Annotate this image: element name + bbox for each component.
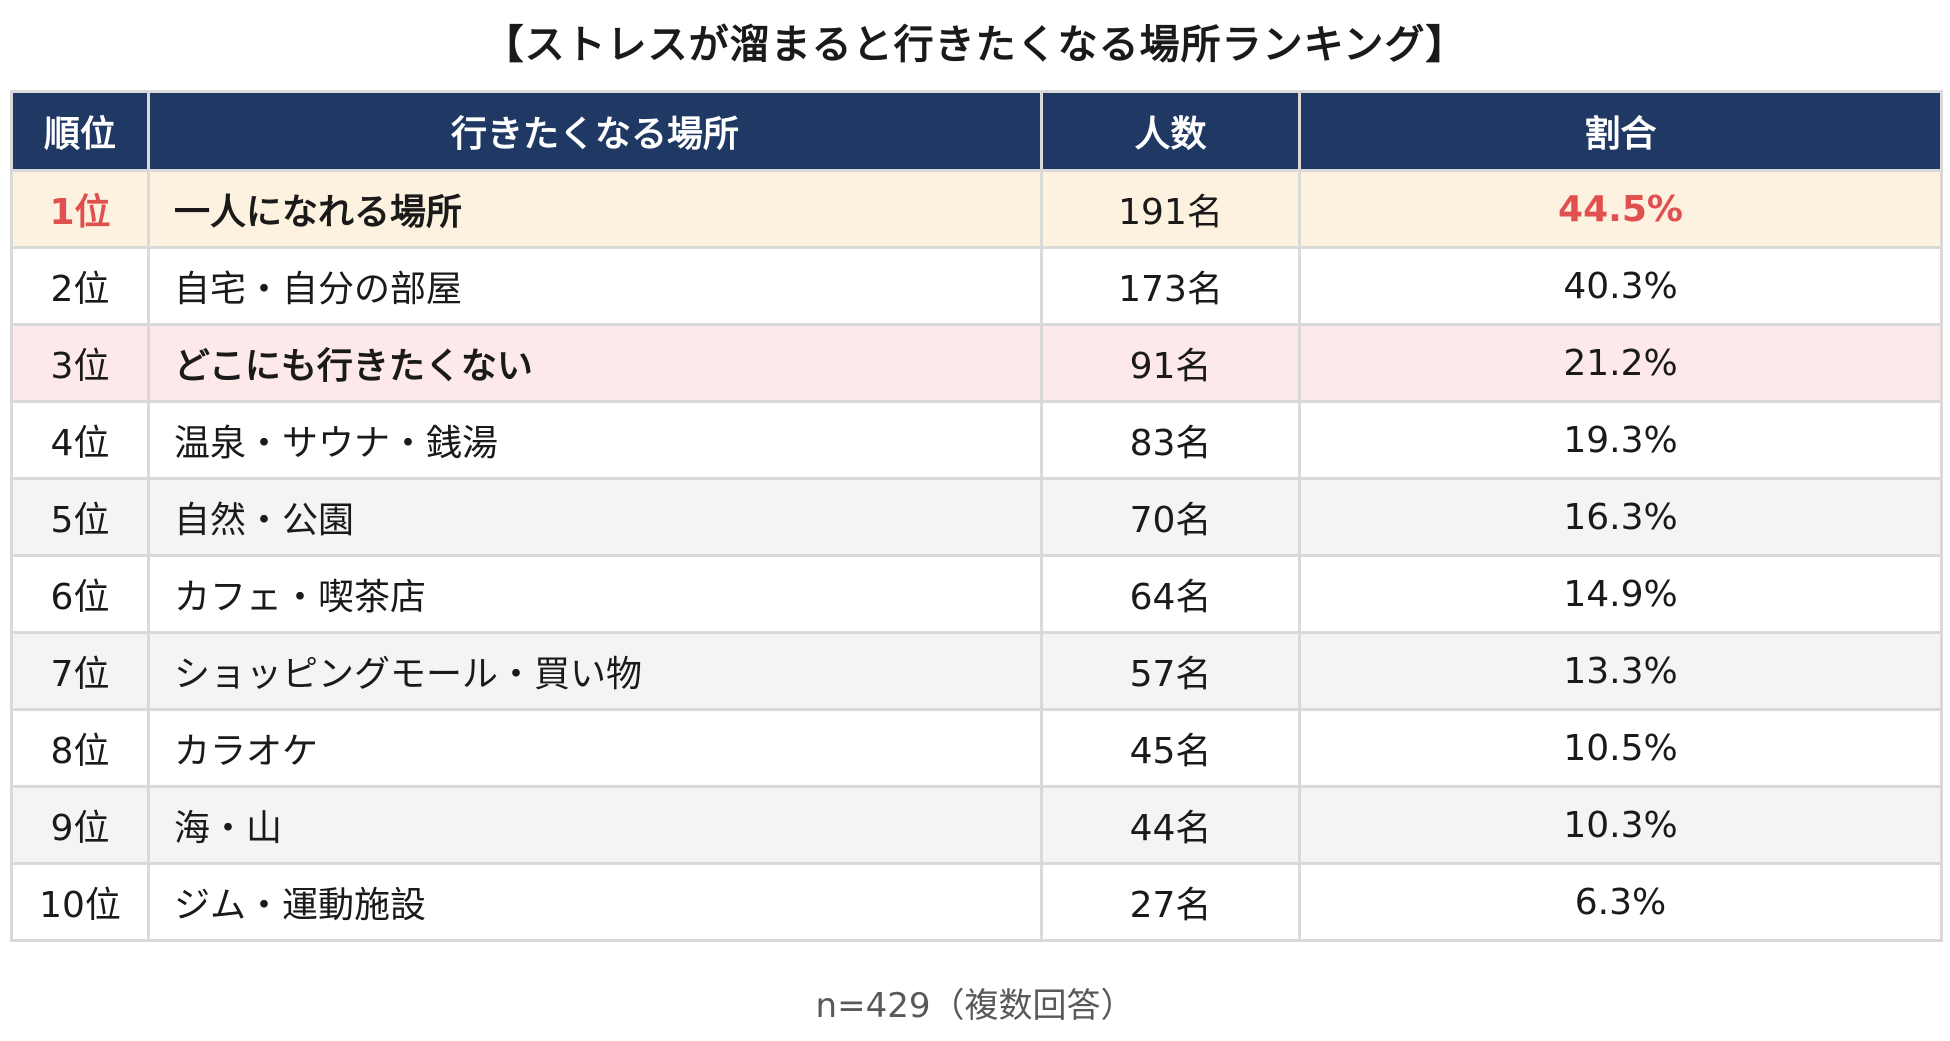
ratio-cell: 6.3%	[1298, 862, 1943, 942]
place-cell: カラオケ	[147, 708, 1043, 788]
place-cell: 自然・公園	[147, 477, 1043, 557]
ratio-cell: 10.5%	[1298, 708, 1943, 788]
count-cell: 44名	[1040, 785, 1301, 865]
rank-cell: 7位	[10, 631, 150, 711]
place-cell: ショッピングモール・買い物	[147, 631, 1043, 711]
table-row: 1位 一人になれる場所 191名 44.5%	[10, 169, 1943, 249]
table-header-row: 順位 行きたくなる場所 人数 割合	[10, 90, 1943, 172]
table-row: 2位 自宅・自分の部屋 173名 40.3%	[10, 246, 1943, 326]
count-cell: 45名	[1040, 708, 1301, 788]
place-cell: どこにも行きたくない	[147, 323, 1043, 403]
ratio-cell: 13.3%	[1298, 631, 1943, 711]
rank-cell: 6位	[10, 554, 150, 634]
count-cell: 64名	[1040, 554, 1301, 634]
place-cell: 自宅・自分の部屋	[147, 246, 1043, 326]
header-count: 人数	[1040, 90, 1301, 172]
rank-cell: 10位	[10, 862, 150, 942]
sample-size-note: n=429（複数回答）	[815, 986, 1135, 1026]
rank-cell: 8位	[10, 708, 150, 788]
rank-cell: 3位	[10, 323, 150, 403]
place-cell: ジム・運動施設	[147, 862, 1043, 942]
table-row: 5位 自然・公園 70名 16.3%	[10, 477, 1943, 557]
count-cell: 57名	[1040, 631, 1301, 711]
page-title: 【ストレスが溜まると行きたくなる場所ランキング】	[483, 22, 1467, 68]
count-cell: 83名	[1040, 400, 1301, 480]
place-cell: カフェ・喫茶店	[147, 554, 1043, 634]
header-rank: 順位	[10, 90, 150, 172]
ratio-cell: 44.5%	[1298, 169, 1943, 249]
count-cell: 91名	[1040, 323, 1301, 403]
ratio-cell: 16.3%	[1298, 477, 1943, 557]
table-row: 9位 海・山 44名 10.3%	[10, 785, 1943, 865]
place-cell: 温泉・サウナ・銭湯	[147, 400, 1043, 480]
ranking-table: 順位 行きたくなる場所 人数 割合 1位 一人になれる場所 191名 44.5%…	[10, 90, 1943, 942]
ratio-cell: 14.9%	[1298, 554, 1943, 634]
count-cell: 191名	[1040, 169, 1301, 249]
count-cell: 27名	[1040, 862, 1301, 942]
table-row: 10位 ジム・運動施設 27名 6.3%	[10, 862, 1943, 942]
rank-cell: 9位	[10, 785, 150, 865]
place-cell: 一人になれる場所	[147, 169, 1043, 249]
header-place: 行きたくなる場所	[147, 90, 1043, 172]
rank-cell: 1位	[10, 169, 150, 249]
place-cell: 海・山	[147, 785, 1043, 865]
rank-cell: 4位	[10, 400, 150, 480]
count-cell: 70名	[1040, 477, 1301, 557]
rank-cell: 2位	[10, 246, 150, 326]
table-row: 6位 カフェ・喫茶店 64名 14.9%	[10, 554, 1943, 634]
count-cell: 173名	[1040, 246, 1301, 326]
table-row: 7位 ショッピングモール・買い物 57名 13.3%	[10, 631, 1943, 711]
ratio-cell: 40.3%	[1298, 246, 1943, 326]
table-row: 8位 カラオケ 45名 10.5%	[10, 708, 1943, 788]
ratio-cell: 10.3%	[1298, 785, 1943, 865]
ratio-cell: 19.3%	[1298, 400, 1943, 480]
header-ratio: 割合	[1298, 90, 1943, 172]
ratio-cell: 21.2%	[1298, 323, 1943, 403]
rank-cell: 5位	[10, 477, 150, 557]
table-row: 3位 どこにも行きたくない 91名 21.2%	[10, 323, 1943, 403]
table-row: 4位 温泉・サウナ・銭湯 83名 19.3%	[10, 400, 1943, 480]
